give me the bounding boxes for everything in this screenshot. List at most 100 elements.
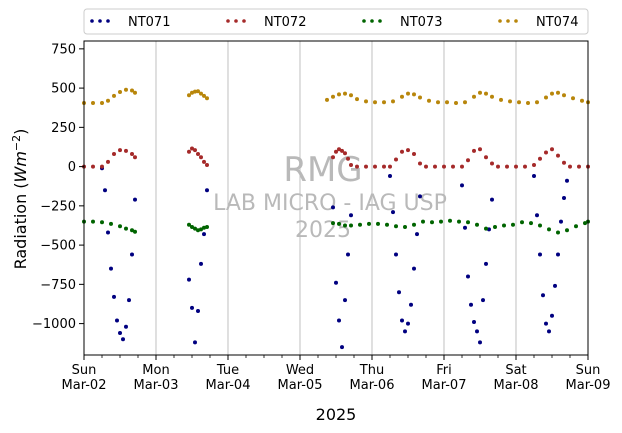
data-point	[91, 164, 95, 169]
data-point	[202, 225, 206, 230]
data-point	[460, 183, 464, 188]
x-tick-day: Wed	[286, 363, 314, 378]
data-point	[124, 87, 128, 92]
y-tick-label: 500	[51, 82, 76, 97]
data-point	[388, 164, 392, 169]
data-point	[511, 222, 515, 227]
legend-marker	[506, 19, 510, 23]
data-point	[187, 93, 191, 98]
data-point	[484, 155, 488, 160]
x-tick-day: Sun	[576, 363, 601, 378]
data-point	[481, 298, 485, 303]
data-point	[349, 223, 353, 228]
data-point	[388, 174, 392, 178]
data-point	[466, 220, 470, 225]
data-point	[556, 252, 560, 257]
data-point	[121, 337, 125, 342]
legend-entry-nt073: NT073	[362, 15, 442, 30]
data-point	[529, 221, 533, 226]
legend-marker	[370, 19, 374, 23]
data-point	[487, 227, 491, 232]
watermark-line-2: LAB MICRO - IAG USP	[213, 191, 447, 216]
data-point	[199, 227, 203, 232]
data-point	[106, 98, 110, 103]
data-point	[331, 155, 335, 160]
data-point	[532, 163, 536, 167]
data-point	[190, 146, 194, 151]
grid	[155, 41, 517, 355]
data-point	[403, 225, 407, 229]
data-point	[199, 155, 203, 160]
data-point	[397, 290, 401, 295]
data-point	[502, 223, 506, 228]
data-point	[124, 324, 128, 329]
data-point	[331, 221, 335, 226]
y-tick-label: −250	[40, 199, 76, 214]
data-point	[406, 91, 410, 96]
data-point	[133, 90, 137, 95]
data-points	[82, 87, 590, 350]
data-point	[577, 164, 581, 169]
data-point	[460, 164, 464, 169]
y-axis-title-text: Radiation (	[11, 182, 30, 269]
x-tick-label: Mar-07	[422, 378, 467, 393]
y-tick-label: 250	[51, 121, 76, 136]
data-point	[412, 92, 416, 97]
data-point	[562, 160, 566, 165]
data-point	[205, 163, 209, 167]
data-point	[499, 97, 503, 102]
data-point	[484, 226, 488, 231]
data-point	[484, 91, 488, 96]
y-tick-label: 0	[68, 160, 76, 175]
data-point	[550, 91, 554, 96]
data-point	[571, 96, 575, 101]
legend-label: NT071	[128, 15, 170, 30]
data-point	[202, 93, 206, 98]
data-point	[517, 100, 521, 105]
data-point	[478, 340, 482, 345]
data-point	[355, 164, 359, 169]
x-tick-day: Tue	[216, 363, 239, 378]
y-axis-title: Radiation (Wm−2)	[10, 129, 30, 270]
watermark-line-3: 2025	[295, 218, 351, 243]
y-axis-title-exponent: −2	[10, 135, 23, 151]
data-point	[484, 261, 488, 266]
x-axis: SunMar-02MonMar-03TueMar-04WedMar-05ThuM…	[62, 355, 610, 393]
data-point	[472, 94, 476, 99]
data-point	[466, 274, 470, 279]
data-point	[472, 320, 476, 324]
data-point	[394, 157, 398, 162]
data-point	[187, 222, 191, 227]
data-point	[190, 90, 194, 95]
legend-marker	[362, 19, 366, 23]
data-point	[439, 219, 443, 224]
data-point	[406, 321, 410, 326]
data-point	[373, 164, 377, 169]
data-point	[346, 252, 350, 257]
data-point	[343, 151, 347, 156]
data-point	[190, 305, 194, 310]
watermark: RMG LAB MICRO - IAG USP 2025	[213, 150, 447, 243]
data-point	[523, 164, 527, 169]
legend-marker	[226, 19, 230, 23]
data-point	[463, 100, 467, 105]
legend-marker	[98, 19, 102, 23]
legend-marker	[106, 19, 110, 23]
data-point	[91, 101, 95, 105]
data-point	[193, 340, 197, 345]
data-point	[424, 164, 428, 169]
y-tick-label: −500	[40, 239, 76, 254]
data-point	[337, 92, 341, 97]
series-nt072	[82, 146, 590, 169]
data-point	[133, 229, 137, 234]
data-point	[340, 345, 344, 350]
data-point	[358, 222, 362, 227]
data-point	[547, 227, 551, 232]
data-point	[400, 318, 404, 323]
data-point	[415, 232, 419, 237]
data-point	[109, 221, 113, 226]
series-nt074	[82, 87, 590, 105]
data-point	[349, 93, 353, 98]
x-tick-day: Mon	[142, 363, 169, 378]
data-point	[538, 252, 542, 257]
